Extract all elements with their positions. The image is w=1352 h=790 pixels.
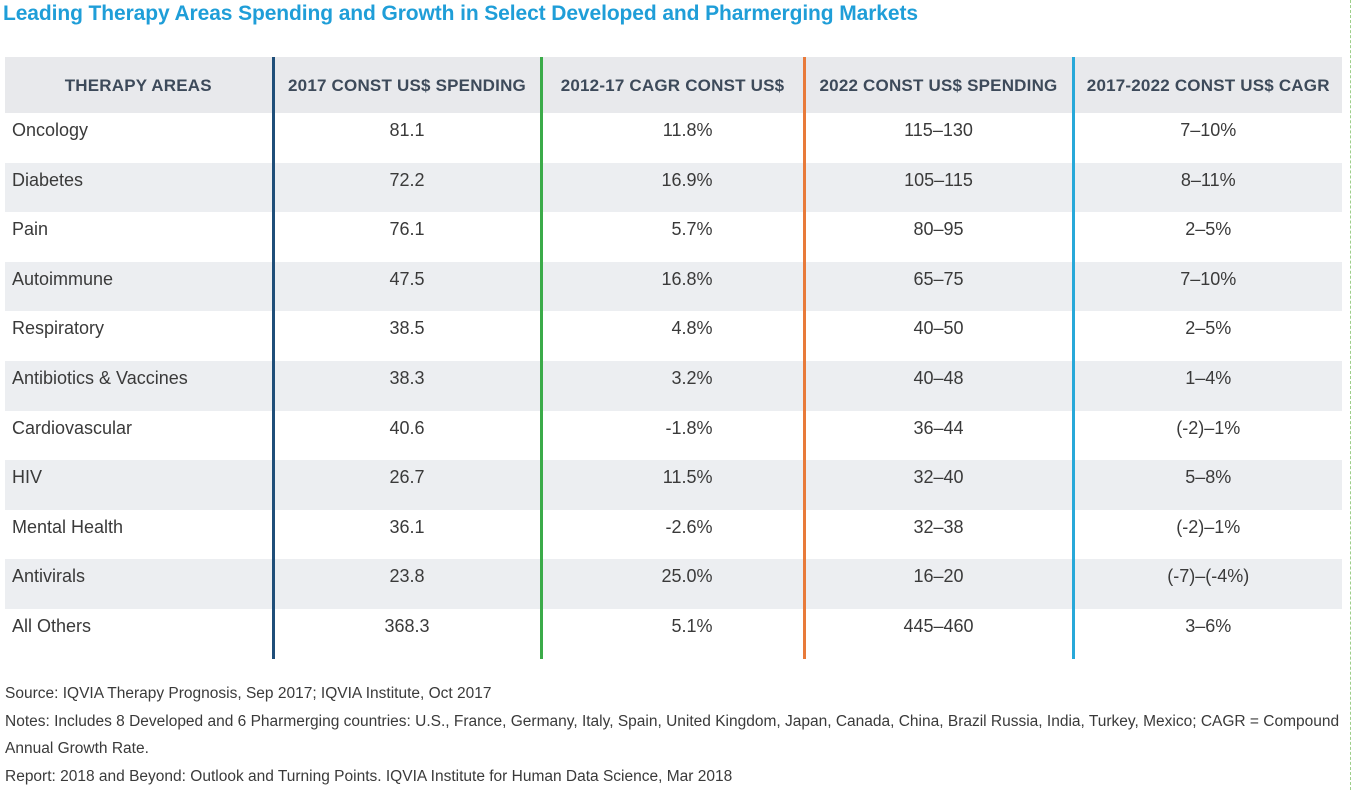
column-header-2022-spending: 2022 CONST US$ SPENDING (802, 57, 1073, 113)
cell-2022-spending: 40–48 (802, 360, 1073, 411)
cell-2017-2022-cagr: (-2)–1% (1071, 410, 1342, 461)
cell-2017-2022-cagr: 3–6% (1071, 608, 1342, 659)
cell-therapy-area: Oncology (12, 120, 89, 140)
cell-2012-17-cagr: 16.9% (539, 162, 804, 213)
cell-therapy-area: Antibiotics & Vaccines (5, 360, 273, 411)
notes-text: Notes: Includes 8 Developed and 6 Pharme… (5, 712, 1340, 758)
page-edge-divider (1350, 0, 1351, 790)
table-row: Pain 76.1 5.7% 80–95 2–5% (5, 212, 1342, 262)
cell-2012-17-cagr: 11.8% (539, 113, 804, 163)
table-row: Diabetes 72.2 16.9% 105–115 8–11% (5, 162, 1342, 213)
cell-2017-2022-cagr: 7–10% (1071, 113, 1342, 163)
cell-2017-spending: 26.7 (271, 460, 541, 510)
chart-title: Leading Therapy Areas Spending and Growt… (3, 2, 918, 25)
cell-therapy-area: Autoimmune (5, 261, 273, 312)
cell-2022-spending: 105–115 (802, 162, 1073, 213)
cell-2022-spending: 36–44 (802, 410, 1073, 461)
table-row: Antibiotics & Vaccines 38.3 3.2% 40–48 1–4% (5, 360, 1342, 411)
cell-2017-2022-cagr: 7–10% (1071, 261, 1342, 312)
cell-2022-spending: 32–38 (802, 509, 1073, 560)
cell-2017-spending: 72.2 (271, 162, 541, 213)
cell-2012-17-cagr: 25.0% (539, 559, 804, 609)
column-header-therapy-areas: THERAPY AREAS (5, 57, 273, 113)
cell-2017-2022-cagr: 8–11% (1071, 162, 1342, 213)
cell-2022-spending: 80–95 (802, 212, 1073, 262)
footnotes: Source: IQVIA Therapy Prognosis, Sep 201… (5, 680, 1345, 790)
data-table-container: THERAPY AREAS 2017 CONST US$ SPENDING 20… (5, 57, 1342, 659)
cell-therapy-area: HIV (5, 460, 273, 510)
cell-therapy-area: Respiratory (12, 318, 105, 339)
cell-therapy-area: All Others (12, 615, 92, 636)
table-body: Oncology 81.1 11.8% 115–130 7–10% Diabetes 72.… (5, 113, 1342, 659)
column-header-2017-spending: 2017 CONST US$ SPENDING (271, 57, 541, 113)
cell-2022-spending: 32–40 (802, 460, 1073, 510)
table-row: Autoimmune 47.5 16.8% 65–75 7–10% (5, 261, 1342, 312)
cell-therapy-area: Cardiovascular (12, 417, 133, 438)
cell-2022-spending: 16–20 (802, 559, 1073, 609)
column-header-2012-17-cagr: 2012-17 CAGR CONST US$ (539, 57, 804, 113)
cell-2017-spending: 47.5 (271, 261, 541, 312)
cell-2017-2022-cagr: 5–8% (1071, 460, 1342, 510)
cell-2012-17-cagr: -1.8% (539, 410, 804, 461)
cell-2012-17-cagr: 5.7% (539, 212, 804, 262)
table-header-row: THERAPY AREAS 2017 CONST US$ SPENDING 20… (5, 57, 1342, 113)
cell-2017-spending: 36.1 (271, 509, 541, 560)
cell-2022-spending: 445–460 (802, 608, 1073, 659)
cell-2017-spending: 38.5 (271, 311, 541, 361)
cell-therapy-area: Antivirals (5, 559, 273, 609)
column-header-2017-2022-cagr: 2017-2022 CONST US$ CAGR (1071, 57, 1342, 113)
cell-2012-17-cagr: 3.2% (539, 360, 804, 411)
cell-2022-spending: 115–130 (802, 113, 1073, 163)
cell-2017-spending: 81.1 (271, 113, 541, 163)
table-row: Antivirals 23.8 25.0% 16–20 (-7)–(-4%) (5, 559, 1342, 609)
source-note: Source: IQVIA Therapy Prognosis, Sep 201… (5, 685, 492, 702)
cell-therapy-area: Mental Health (12, 516, 124, 537)
cell-2012-17-cagr: 11.5% (539, 460, 804, 510)
cell-2017-spending: 38.3 (271, 360, 541, 411)
table-row: Mental Health 36.1 -2.6% 32–38 (-2)–1% (5, 509, 1342, 560)
cell-2017-spending: 23.8 (271, 559, 541, 609)
cell-2017-2022-cagr: (-2)–1% (1071, 509, 1342, 560)
cell-therapy-area: Pain (12, 219, 49, 240)
table-row: Oncology 81.1 11.8% 115–130 7–10% (5, 113, 1342, 163)
table-row: HIV 26.7 11.5% 32–40 5–8% (5, 460, 1342, 510)
cell-2017-2022-cagr: 1–4% (1071, 360, 1342, 411)
cell-2022-spending: 40–50 (802, 311, 1073, 361)
cell-2017-2022-cagr: 2–5% (1071, 311, 1342, 361)
cell-2017-spending: 76.1 (271, 212, 541, 262)
cell-2017-2022-cagr: 2–5% (1071, 212, 1342, 262)
cell-2012-17-cagr: -2.6% (539, 509, 804, 560)
cell-2017-2022-cagr: (-7)–(-4%) (1071, 559, 1342, 609)
cell-2012-17-cagr: 4.8% (539, 311, 804, 361)
therapy-areas-table: THERAPY AREAS 2017 CONST US$ SPENDING 20… (5, 57, 1342, 659)
report-note: Report: 2018 and Beyond: Outlook and Tur… (5, 767, 733, 785)
table-row: All Others 368.3 5.1% 445–460 3–6% (5, 608, 1342, 659)
table-row: Respiratory 38.5 4.8% 40–50 2–5% (5, 311, 1342, 361)
cell-2017-spending: 40.6 (271, 410, 541, 461)
cell-therapy-area: Diabetes (5, 162, 273, 213)
cell-2022-spending: 65–75 (802, 261, 1073, 312)
cell-2012-17-cagr: 5.1% (539, 608, 804, 659)
cell-2012-17-cagr: 16.8% (539, 261, 804, 312)
table-row: Cardiovascular 40.6 -1.8% 36–44 (-2)–1% (5, 410, 1342, 461)
cell-2017-spending: 368.3 (271, 608, 541, 659)
